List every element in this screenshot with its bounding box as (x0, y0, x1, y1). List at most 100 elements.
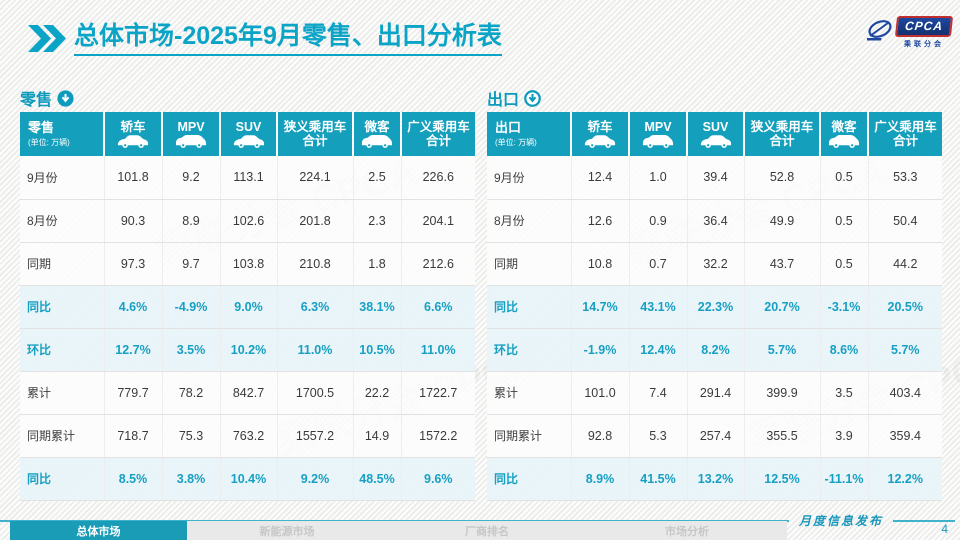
data-cell: 38.1% (353, 285, 402, 329)
data-cell: 1572.2 (401, 414, 475, 458)
column-header: SUV (687, 112, 745, 156)
row-label: 累计 (20, 371, 105, 415)
data-cell: 12.4 (571, 156, 630, 200)
arrow-down-circle-ring-icon (524, 89, 541, 107)
data-cell: 7.4 (629, 371, 688, 415)
table-unit-label: (单位: 万辆) (495, 137, 537, 147)
row-label: 环比 (20, 328, 105, 372)
table-row: 9月份 12.4 1.0 39.4 52.8 0.5 53.3 (487, 156, 942, 200)
column-header: MPV (629, 112, 688, 156)
column-header-label: 狭义乘用车 合计 (750, 119, 814, 148)
arrow-down-circle-solid-icon (57, 89, 74, 107)
data-cell: 12.7% (104, 328, 163, 372)
data-cell: 359.4 (868, 414, 942, 458)
column-header: 广义乘用车 合计 (868, 112, 942, 156)
bottom-tabs: 总体市场 新能源市场 厂商排名 市场分析 (10, 521, 787, 540)
data-cell: 52.8 (744, 156, 821, 200)
column-header: 微客 (353, 112, 402, 156)
data-cell: 9.0% (220, 285, 278, 329)
sedan-icon (117, 135, 149, 149)
row-label: 同比 (487, 285, 572, 329)
data-cell: 10.4% (220, 457, 278, 501)
row-label: 同期 (487, 242, 572, 286)
page-number: 4 (941, 522, 948, 536)
data-cell: 1557.2 (277, 414, 354, 458)
column-header: 狭义乘用车 合计 (277, 112, 354, 156)
retail-panel: 零售 零售 (单位: 万辆) 轿车 MPV SUV 狭义乘用车 合计 微客 广义乘用车 合计 9月… (20, 86, 475, 501)
column-header-label: SUV (702, 119, 729, 134)
column-header: 微客 (820, 112, 869, 156)
export-table: 出口 (单位: 万辆) 轿车 MPV SUV 狭义乘用车 合计 微客 广义乘用车 合计 9月份 1… (487, 112, 942, 501)
row-label: 同比 (20, 457, 105, 501)
data-cell: 201.8 (277, 199, 354, 243)
footer-rule-line (0, 519, 789, 522)
data-cell: 0.7 (629, 242, 688, 286)
row-label: 同期 (20, 242, 105, 286)
data-cell: 14.9 (353, 414, 402, 458)
data-cell: 3.5% (162, 328, 221, 372)
data-cell: 43.1% (629, 285, 688, 329)
table-row: 同比 14.7% 43.1% 22.3% 20.7% -3.1% 20.5% (487, 285, 942, 329)
data-cell: 9.6% (401, 457, 475, 501)
column-header: 狭义乘用车 合计 (744, 112, 821, 156)
data-cell: 8.9% (571, 457, 630, 501)
table-corner-title: 零售 (28, 119, 55, 135)
column-header-label: 微客 (364, 119, 390, 134)
data-cell: 8.5% (104, 457, 163, 501)
page-title: 总体市场-2025年9月零售、出口分析表 (74, 22, 502, 56)
data-cell: 355.5 (744, 414, 821, 458)
footer-rule: 月度信息发布 (0, 512, 960, 529)
double-chevron-icon (28, 25, 66, 53)
data-cell: 44.2 (868, 242, 942, 286)
data-cell: 102.6 (220, 199, 278, 243)
data-cell: 12.5% (744, 457, 821, 501)
data-cell: 204.1 (401, 199, 475, 243)
column-header-label: 轿车 (120, 119, 146, 134)
minibus-icon (361, 135, 393, 149)
cpca-badge: CPCA (894, 16, 954, 37)
column-header: 广义乘用车 合计 (401, 112, 475, 156)
data-cell: 12.2% (868, 457, 942, 501)
data-cell: 22.3% (687, 285, 745, 329)
data-cell: 1.8 (353, 242, 402, 286)
tab-新能源市场[interactable]: 新能源市场 (187, 521, 387, 540)
data-cell: 0.5 (820, 199, 869, 243)
table-header-row: 零售 (单位: 万辆) 轿车 MPV SUV 狭义乘用车 合计 微客 广义乘用车 合计 (20, 112, 475, 156)
column-header: 轿车 (104, 112, 163, 156)
retail-table: 零售 (单位: 万辆) 轿车 MPV SUV 狭义乘用车 合计 微客 广义乘用车 合计 9月份 1… (20, 112, 475, 501)
data-cell: 50.4 (868, 199, 942, 243)
tab-厂商排名[interactable]: 厂商排名 (387, 521, 587, 540)
data-cell: 291.4 (687, 371, 745, 415)
data-cell: 763.2 (220, 414, 278, 458)
column-header-label: 轿车 (587, 119, 613, 134)
data-cell: 6.3% (277, 285, 354, 329)
data-cell: 4.6% (104, 285, 163, 329)
data-cell: 12.4% (629, 328, 688, 372)
cpca-logo-text: CPCA 乘联分会 (894, 16, 954, 49)
data-cell: 10.2% (220, 328, 278, 372)
data-cell: 3.8% (162, 457, 221, 501)
data-cell: 0.5 (820, 156, 869, 200)
data-cell: 22.2 (353, 371, 402, 415)
data-cell: 9.2% (277, 457, 354, 501)
data-cell: 1.0 (629, 156, 688, 200)
data-cell: 75.3 (162, 414, 221, 458)
data-cell: 12.6 (571, 199, 630, 243)
data-cell: 97.3 (104, 242, 163, 286)
row-label: 9月份 (20, 156, 105, 200)
data-cell: 0.9 (629, 199, 688, 243)
data-cell: 48.5% (353, 457, 402, 501)
table-row: 环比 12.7% 3.5% 10.2% 11.0% 10.5% 11.0% (20, 328, 475, 372)
column-header-label: 广义乘用车 合计 (874, 119, 937, 148)
cpca-subtitle: 乘联分会 (903, 41, 944, 48)
tab-总体市场[interactable]: 总体市场 (10, 521, 187, 540)
table-corner-cell: 出口 (单位: 万辆) (487, 112, 572, 156)
row-label: 同期累计 (487, 414, 572, 458)
table-corner-title: 出口 (495, 119, 522, 135)
data-cell: 6.6% (401, 285, 475, 329)
data-cell: 113.1 (220, 156, 278, 200)
tab-市场分析[interactable]: 市场分析 (587, 521, 787, 540)
data-cell: 1722.7 (401, 371, 475, 415)
data-cell: -4.9% (162, 285, 221, 329)
